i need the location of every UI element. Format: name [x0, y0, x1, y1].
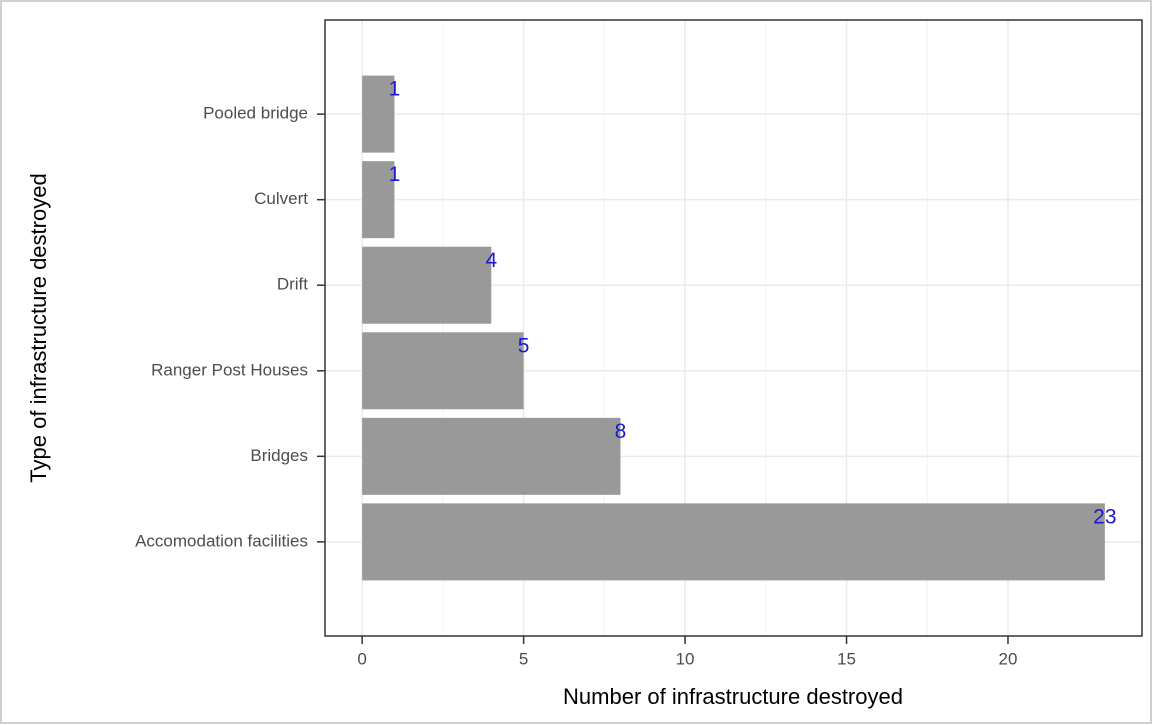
x-tick-label: 20 [999, 649, 1018, 668]
plot-border [324, 19, 1143, 637]
y-tick-label: Ranger Post Houses [151, 360, 308, 379]
x-axis-title: Number of infrastructure destroyed [563, 684, 903, 709]
y-tick-label: Bridges [250, 446, 308, 465]
bar [362, 417, 621, 495]
y-tick-label: Pooled bridge [203, 104, 308, 123]
value-label: 1 [389, 78, 401, 101]
value-label: 23 [1093, 505, 1116, 528]
value-label: 5 [518, 334, 530, 357]
bar [362, 161, 395, 239]
y-tick-label: Culvert [254, 189, 308, 208]
value-label: 1 [389, 163, 401, 186]
bar [362, 246, 492, 324]
y-axis-title: Type of infrastructure destroyed [26, 173, 51, 482]
x-tick-label: 5 [519, 649, 528, 668]
bar [362, 503, 1105, 581]
y-tick-label: Drift [277, 275, 308, 294]
bar [362, 75, 395, 153]
y-tick-label: Accomodation facilities [135, 531, 308, 550]
x-tick-label: 15 [837, 649, 856, 668]
x-tick-label: 0 [357, 649, 366, 668]
value-label: 8 [615, 420, 627, 443]
x-tick-label: 10 [676, 649, 695, 668]
bar [362, 332, 524, 410]
value-label: 4 [485, 249, 497, 272]
